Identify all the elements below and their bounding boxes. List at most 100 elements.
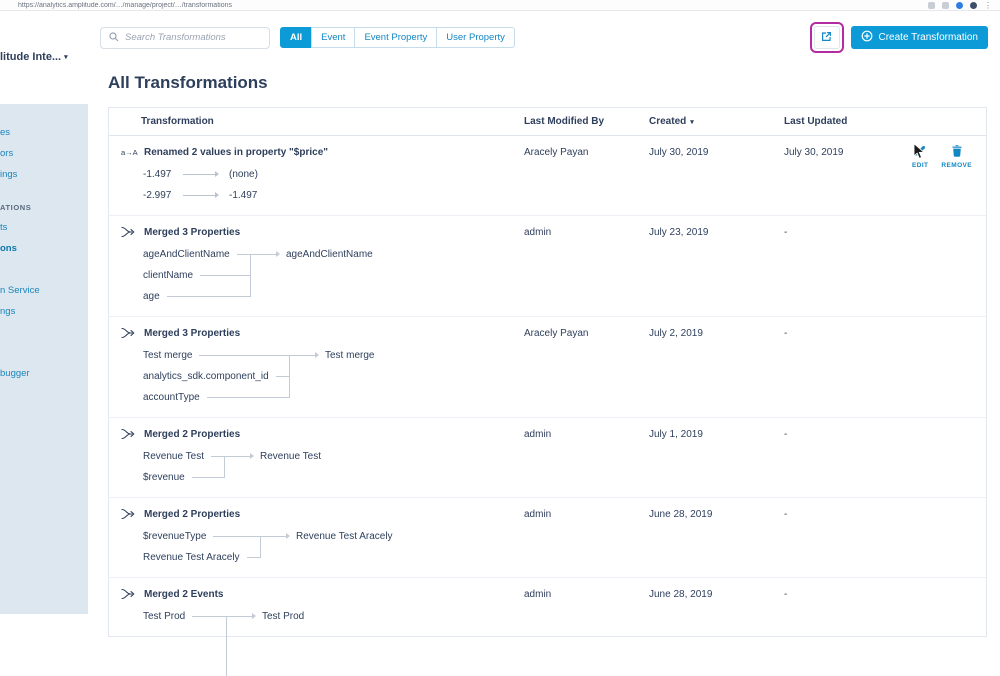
connector-bracket	[260, 536, 261, 558]
last-modified-by-cell: admin	[524, 227, 552, 238]
create-transformation-label: Create Transformation	[878, 32, 979, 43]
app-window: litude Inte... ▾ es ors ings ATIONS ts ons n S…	[0, 11, 1000, 676]
table-row[interactable]: Merged 2 Properties $revenueType Revenue T…	[109, 497, 986, 577]
export-button[interactable]	[813, 26, 840, 49]
connector-line	[246, 557, 260, 558]
transformation-cell: Merged 2 Properties $revenueType Revenue T…	[109, 498, 524, 577]
last-updated-cell: -	[784, 509, 788, 520]
created-cell: June 28, 2019	[649, 589, 713, 600]
transformation-title: Merged 2 Properties	[144, 508, 241, 520]
org-switcher[interactable]: litude Inte... ▾	[0, 51, 88, 63]
sidebar-item[interactable]: bugger	[0, 368, 30, 379]
transformation-title: Merged 2 Properties	[144, 428, 241, 440]
connector-bracket	[226, 616, 227, 676]
table-row[interactable]: Merged 2 Properties Revenue Test $revenue R…	[109, 417, 986, 497]
org-name: litude Inte...	[0, 51, 62, 63]
column-header-created[interactable]: Created ▾	[649, 116, 694, 127]
sidebar-item[interactable]: ts	[0, 222, 8, 233]
column-header-last-modified-by[interactable]: Last Modified By	[524, 116, 605, 127]
last-modified-by-cell: Aracely Payan	[524, 328, 589, 339]
browser-menu-icon[interactable]: ⋮	[984, 0, 992, 10]
transformation-title: Renamed 2 values in property "$price"	[144, 146, 328, 158]
column-header-transformation[interactable]: Transformation	[141, 116, 214, 127]
connector-line	[206, 397, 289, 398]
transformation-diagram: $revenueType Revenue Test Aracely Revenue …	[143, 526, 524, 568]
filter-tab-event[interactable]: Event	[311, 27, 356, 48]
sort-caret-icon: ▾	[690, 119, 694, 126]
last-modified-by-cell: Aracely Payan	[524, 147, 589, 158]
merge-icon	[121, 508, 136, 520]
sidebar-item[interactable]: ors	[0, 148, 14, 159]
merge-icon	[121, 327, 136, 339]
remove-button[interactable]: REMOVE	[941, 145, 972, 215]
trash-icon	[952, 145, 962, 160]
table-body: a→A Renamed 2 values in property "$price"…	[109, 136, 986, 676]
browser-extension-icon[interactable]	[928, 1, 935, 9]
table-row[interactable]: Merged 3 Properties Test merge analytics_s…	[109, 316, 986, 417]
filter-tab-event-property[interactable]: Event Property	[354, 27, 438, 48]
table-row[interactable]: Merged 3 Properties ageAndClientName clien…	[109, 215, 986, 316]
created-cell: June 28, 2019	[649, 509, 713, 520]
arrow-icon	[183, 171, 219, 178]
table-row[interactable]: Merged 2 Events Test Prod Test Prod admin Ju…	[109, 577, 986, 676]
browser-bookmark-icon[interactable]	[942, 1, 949, 9]
row-actions: EDIT REMOVE	[894, 136, 986, 215]
share-icon	[820, 30, 833, 46]
transformation-diagram: Test merge analytics_sdk.component_id acco…	[143, 345, 524, 408]
merge-source-name: $revenue	[143, 472, 185, 483]
last-updated-cell: -	[784, 227, 788, 238]
browser-url-text[interactable]: https://analytics.amplitude.com/…/manage…	[18, 1, 232, 9]
search-box[interactable]	[100, 26, 270, 49]
last-updated-cell: -	[784, 328, 788, 339]
merge-source-name: Revenue Test	[143, 451, 204, 462]
arrow-icon	[289, 351, 319, 362]
created-cell: July 2, 2019	[649, 328, 703, 339]
connector-bracket	[289, 355, 290, 398]
table-header: Transformation Last Modified By Created ▾ La…	[109, 108, 986, 136]
sidebar-item[interactable]: ngs	[0, 306, 16, 317]
sidebar-item[interactable]: ons	[0, 243, 17, 254]
create-transformation-button[interactable]: Create Transformation	[850, 26, 988, 49]
rename-icon: a→A	[121, 147, 138, 157]
merge-target-name: Revenue Test	[260, 451, 321, 462]
transformation-title: Merged 3 Properties	[144, 327, 241, 339]
column-header-last-updated[interactable]: Last Updated	[784, 116, 848, 127]
merge-source-name: $revenueType	[143, 531, 207, 542]
sidebar-top: litude Inte... ▾	[0, 11, 88, 104]
rename-mapping: -2.997 -1.497	[143, 185, 524, 206]
edit-button[interactable]: EDIT	[912, 145, 928, 215]
transformation-cell: Merged 3 Properties Test merge analytics_s…	[109, 317, 524, 417]
browser-profile-icon[interactable]	[970, 1, 977, 9]
rename-to-value: -1.497	[229, 190, 258, 201]
merge-source-name: accountType	[143, 392, 200, 403]
sidebar-item[interactable]: n Service	[0, 285, 40, 296]
merge-icon	[121, 588, 136, 600]
connector-bracket	[224, 456, 225, 478]
plus-circle-icon	[861, 30, 873, 45]
filter-tab-all[interactable]: All	[280, 27, 313, 48]
page-title: All Transformations	[108, 73, 268, 92]
merge-icon	[121, 226, 136, 238]
connector-line	[213, 536, 260, 537]
search-input[interactable]	[125, 32, 261, 43]
sidebar-item[interactable]: ings	[0, 169, 18, 180]
transformations-table: Transformation Last Modified By Created ▾ La…	[108, 107, 987, 676]
connector-line	[166, 296, 250, 297]
filter-tabs: All Event Event Property User Property	[280, 27, 515, 48]
browser-avatar-icon[interactable]	[956, 1, 963, 9]
row-actions	[894, 418, 986, 497]
annotation-highlight-box	[809, 22, 844, 53]
filter-tab-user-property[interactable]: User Property	[436, 27, 515, 48]
sidebar: litude Inte... ▾ es ors ings ATIONS ts ons n S…	[0, 11, 88, 614]
row-actions	[894, 216, 986, 316]
table-row[interactable]: a→A Renamed 2 values in property "$price"…	[109, 136, 986, 215]
merge-icon	[121, 428, 136, 440]
merge-source-name: Revenue Test Aracely	[143, 552, 240, 563]
transformation-cell: Merged 2 Events Test Prod Test Prod	[109, 578, 524, 676]
arrow-icon	[224, 452, 254, 463]
connector-line	[199, 355, 289, 356]
arrow-icon	[260, 532, 290, 543]
last-updated-cell: July 30, 2019	[784, 147, 844, 158]
sidebar-item[interactable]: es	[0, 127, 11, 138]
